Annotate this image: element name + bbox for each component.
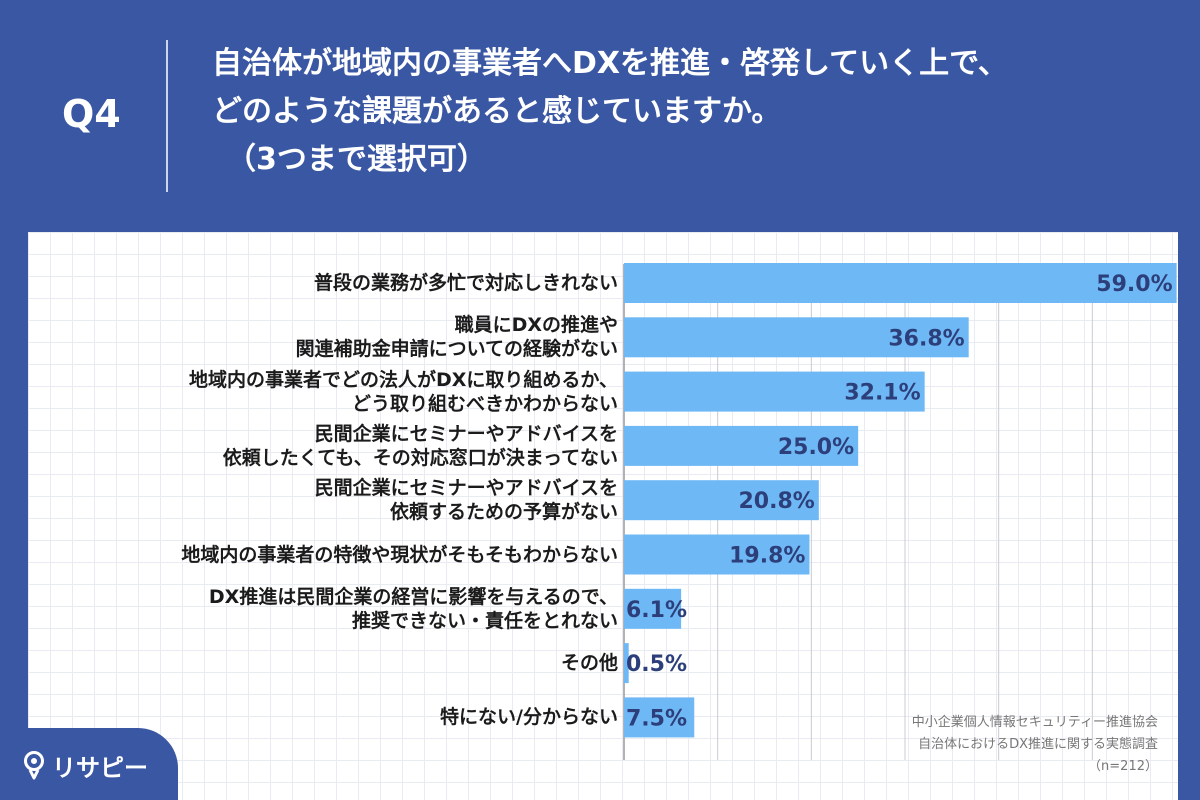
source-line-3: （n=212）: [1088, 759, 1158, 774]
bar: [624, 371, 925, 412]
category-label-line: 普段の業務が多忙で対応しきれない: [313, 272, 618, 294]
category-label-line: 地域内の事業者の特徴や現状がそもそもわからない: [181, 543, 618, 566]
category-label: 特にない/分からない: [28, 705, 618, 729]
category-label: 民間企業にセミナーやアドバイスを 依頼するための予算がない: [28, 476, 618, 524]
bar-chart: 59.0% 36.8% 32.1% 25.0% 20.8% 19.8% 6.1% 0.5% 7.…: [623, 263, 1177, 760]
category-label-line: DX推進は民間企業の経営に影響を与えるので、: [208, 585, 618, 608]
brand-logo: リサピー: [0, 728, 178, 800]
source-line-2: 自治体におけるDX推進に関する実態調査: [918, 737, 1158, 752]
category-label: 民間企業にセミナーやアドバイスを 依頼したくても、その対応窓口が決まってない: [28, 422, 618, 470]
data-label: 36.8%: [888, 326, 964, 351]
bar: [624, 588, 682, 629]
category-label-line: 地域内の事業者でどの法人がDXに取り組めるか、: [188, 368, 618, 391]
question-number: Q4: [62, 92, 121, 136]
brand-name: リサピー: [52, 754, 148, 782]
category-label-line: 依頼するための予算がない: [389, 501, 618, 524]
category-label-line: 民間企業にセミナーやアドバイスを: [314, 422, 618, 445]
chart-panel: 59.0% 36.8% 32.1% 25.0% 20.8% 19.8% 6.1% 0.5% 7.…: [28, 232, 1178, 800]
header: Q4 自治体が地域内の事業者へDXを推進・啓発していく上で、 どのような課題があ…: [0, 0, 1200, 232]
data-label: 32.1%: [844, 381, 920, 406]
category-label-line: 依頼したくても、その対応窓口が決まってない: [222, 446, 618, 469]
data-label: 20.8%: [738, 489, 814, 514]
category-label-line: 職員にDXの推進や: [454, 314, 618, 337]
bar: [624, 480, 819, 521]
data-label: 7.5%: [626, 706, 687, 731]
data-label: 6.1%: [626, 598, 687, 623]
pin-icon: [24, 751, 44, 780]
category-label-line: 関連補助金申請についての経験がない: [295, 338, 618, 361]
bar: [624, 317, 969, 358]
question-line-2: どのような課題があると感じていますか。: [212, 94, 782, 129]
bar: [624, 697, 695, 738]
data-label: 59.0%: [1096, 272, 1172, 297]
data-label: 0.5%: [626, 652, 687, 677]
category-label-line: その他: [560, 652, 618, 675]
category-label: DX推進は民間企業の経営に影響を与えるので、 推奨できない・責任をとれない: [28, 585, 618, 633]
header-divider: [166, 40, 168, 192]
data-label: 25.0%: [778, 435, 854, 460]
category-label: 地域内の事業者でどの法人がDXに取り組めるか、 どう取り組むべきかわからない: [28, 368, 618, 416]
category-label: 職員にDXの推進や 関連補助金申請についての経験がない: [28, 313, 618, 361]
source-line-1: 中小企業個人情報セキュリティー推進協会: [911, 715, 1158, 730]
data-label: 19.8%: [729, 544, 805, 569]
category-label: その他: [28, 651, 618, 675]
bar: [624, 534, 810, 575]
source-note: 中小企業個人情報セキュリティー推進協会 自治体におけるDX推進に関する実態調査 …: [912, 712, 1158, 778]
category-label-line: 民間企業にセミナーやアドバイスを: [314, 477, 618, 500]
category-label: 普段の業務が多忙で対応しきれない: [28, 271, 618, 295]
bar: [624, 263, 1177, 303]
category-label-line: 特にない/分からない: [440, 706, 618, 729]
question-line-1: 自治体が地域内の事業者へDXを推進・啓発していく上で、: [212, 46, 1008, 81]
bar: [624, 425, 859, 466]
category-label: 地域内の事業者の特徴や現状がそもそもわからない: [28, 543, 618, 567]
category-label-line: どう取り組むべきかわからない: [351, 392, 618, 415]
bar: [624, 643, 629, 684]
question-note: （3つまで選択可）: [226, 142, 487, 177]
question-text: 自治体が地域内の事業者へDXを推進・啓発していく上で、 どのような課題があると感…: [212, 40, 1172, 184]
category-label-line: 推奨できない・責任をとれない: [351, 609, 618, 632]
